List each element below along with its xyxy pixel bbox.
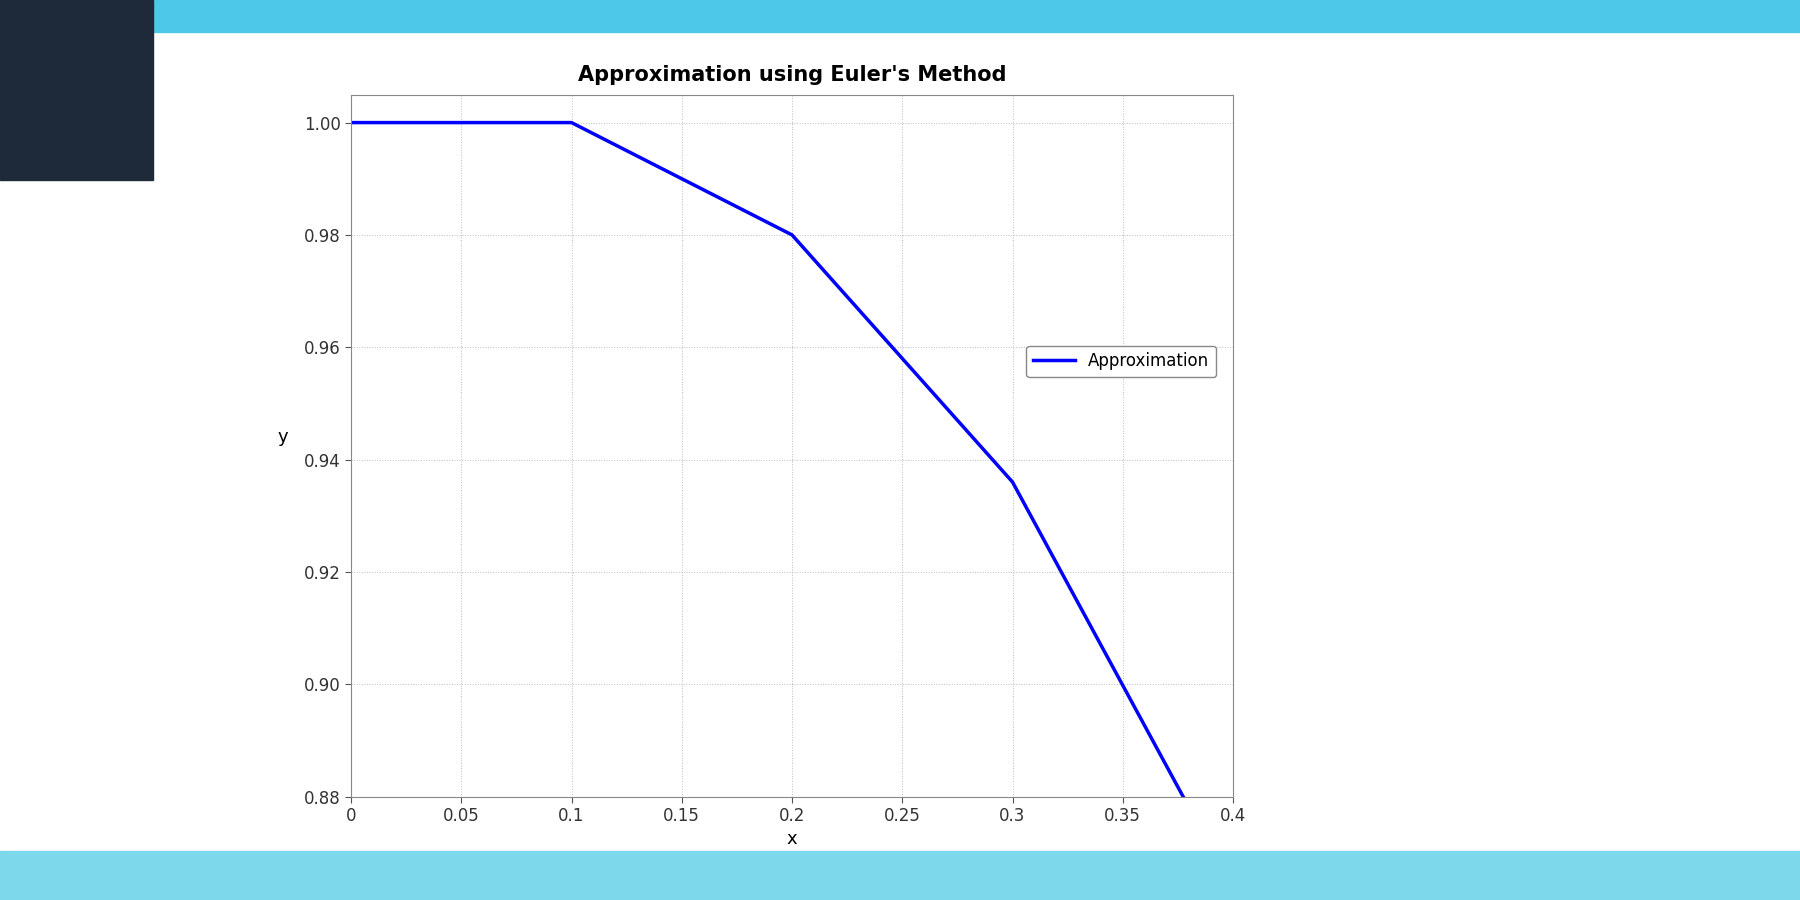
Approximation bbox=[340, 117, 362, 128]
Approximation bbox=[1222, 883, 1244, 894]
Approximation bbox=[562, 117, 583, 128]
X-axis label: x: x bbox=[787, 831, 797, 849]
Legend: Approximation: Approximation bbox=[1026, 346, 1215, 377]
Title: Approximation using Euler's Method: Approximation using Euler's Method bbox=[578, 65, 1006, 85]
Line: Approximation: Approximation bbox=[351, 122, 1233, 888]
Approximation bbox=[781, 230, 803, 240]
Y-axis label: y: y bbox=[277, 428, 288, 446]
Approximation bbox=[1003, 477, 1024, 488]
